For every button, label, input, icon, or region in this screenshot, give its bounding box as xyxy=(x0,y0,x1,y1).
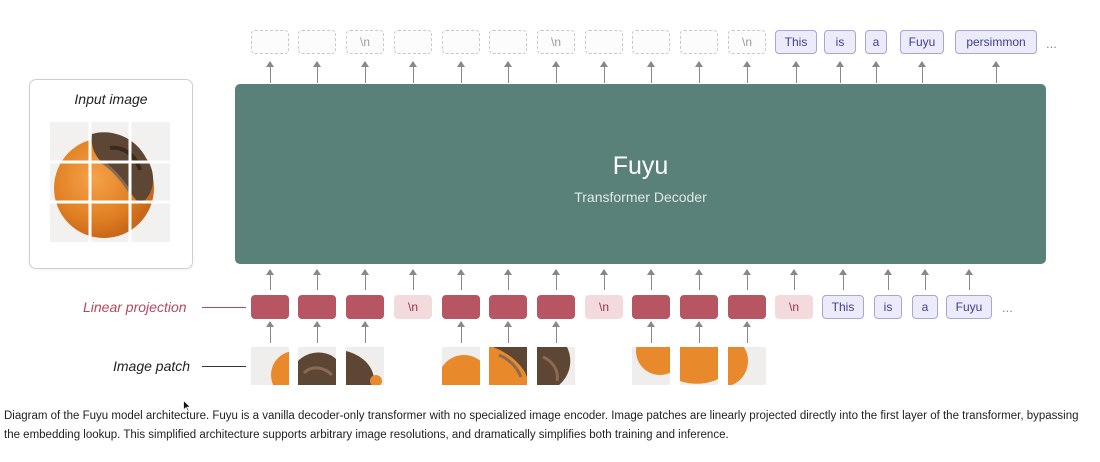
patch-arrow xyxy=(743,321,751,343)
output-newline-token: \n xyxy=(728,30,766,54)
image-patch-thumbnail xyxy=(632,327,684,385)
projected-patch-token xyxy=(298,295,336,319)
input-arrow xyxy=(921,269,929,290)
input-arrow xyxy=(600,269,608,290)
output-newline-token: \n xyxy=(537,30,575,54)
output-arrow xyxy=(918,61,926,83)
input-text-token: is xyxy=(874,295,902,319)
decoder-title: Fuyu xyxy=(612,152,669,180)
input-image-title: Input image xyxy=(74,91,148,107)
projected-patch-token xyxy=(442,295,480,319)
image-patch-thumbnail xyxy=(298,347,336,385)
input-arrow xyxy=(361,269,369,290)
mouse-cursor-icon xyxy=(183,400,191,412)
projected-patch-token xyxy=(251,295,289,319)
input-arrow xyxy=(839,269,847,290)
output-arrow xyxy=(992,61,1000,83)
input-text-token: Fuyu xyxy=(946,295,992,319)
projection-newline-token: \n xyxy=(585,295,623,319)
output-text-token: a xyxy=(865,30,887,54)
image-patch-thumbnail xyxy=(489,347,527,385)
output-arrow xyxy=(872,61,880,83)
persimmon-image-grid xyxy=(50,122,170,242)
output-arrow xyxy=(836,61,844,83)
output-arrow xyxy=(743,61,751,83)
output-arrow xyxy=(504,61,512,83)
image-patch-thumbnail xyxy=(537,347,575,385)
output-arrow xyxy=(600,61,608,83)
input-image-card: Input image xyxy=(29,79,193,269)
output-arrow xyxy=(647,61,655,83)
input-arrow xyxy=(647,269,655,290)
input-arrow xyxy=(457,269,465,290)
image-patch-thumbnail xyxy=(696,335,766,387)
output-ellipsis: ... xyxy=(1046,36,1057,51)
output-arrow xyxy=(552,61,560,83)
output-arrow xyxy=(313,61,321,83)
image-patch-label: Image patch xyxy=(113,358,191,374)
transformer-decoder-block: Fuyu Transformer Decoder xyxy=(235,84,1046,264)
input-arrow xyxy=(504,269,512,290)
patch-arrow xyxy=(266,321,274,343)
output-text-token: This xyxy=(775,30,817,54)
projected-patch-token xyxy=(728,295,766,319)
output-placeholder-token xyxy=(585,30,623,54)
output-placeholder-token xyxy=(632,30,670,54)
patch-arrow xyxy=(457,321,465,343)
projected-patch-token xyxy=(680,295,718,319)
linear-projection-label: Linear projection xyxy=(83,299,187,315)
image-patch-thumbnail xyxy=(346,347,384,387)
input-arrow xyxy=(743,269,751,290)
output-newline-token: \n xyxy=(346,30,384,54)
output-placeholder-token xyxy=(298,30,336,54)
output-text-token: is xyxy=(824,30,856,54)
patch-arrow xyxy=(361,321,369,343)
output-placeholder-token xyxy=(489,30,527,54)
patch-arrow xyxy=(504,321,512,343)
projected-patch-token xyxy=(632,295,670,319)
output-text-token: persimmon xyxy=(955,30,1037,54)
output-placeholder-token xyxy=(680,30,718,54)
output-text-token: Fuyu xyxy=(900,30,944,54)
input-arrow xyxy=(266,269,274,290)
input-arrow xyxy=(884,269,892,290)
input-arrow xyxy=(695,269,703,290)
figure-caption: Diagram of the Fuyu model architecture. … xyxy=(4,410,1079,441)
decoder-subtitle: Transformer Decoder xyxy=(574,189,707,205)
patch-arrow xyxy=(313,321,321,343)
output-arrow xyxy=(457,61,465,83)
input-arrow xyxy=(409,269,417,290)
projected-patch-token xyxy=(489,295,527,319)
image-patch-thumbnail xyxy=(438,347,490,407)
patch-arrow xyxy=(552,321,560,343)
projected-patch-token xyxy=(537,295,575,319)
projected-patch-token xyxy=(346,295,384,319)
image-patch-thumbnail xyxy=(680,347,718,385)
output-placeholder-token xyxy=(251,30,289,54)
patch-arrow xyxy=(695,321,703,343)
projection-newline-token: \n xyxy=(394,295,432,319)
output-arrow xyxy=(361,61,369,83)
linear-projection-leader-line xyxy=(202,307,246,308)
image-patch-thumbnail xyxy=(251,347,319,399)
input-text-token: This xyxy=(822,295,864,319)
input-ellipsis: ... xyxy=(1002,300,1013,315)
input-arrow xyxy=(790,269,798,290)
output-placeholder-token xyxy=(394,30,432,54)
input-arrow xyxy=(552,269,560,290)
input-arrow xyxy=(965,269,973,290)
output-arrow xyxy=(695,61,703,83)
input-arrow xyxy=(313,269,321,290)
image-patch-leader-line xyxy=(202,366,246,367)
output-arrow xyxy=(409,61,417,83)
patch-arrow xyxy=(647,321,655,343)
output-arrow xyxy=(266,61,274,83)
output-arrow xyxy=(792,61,800,83)
output-placeholder-token xyxy=(442,30,480,54)
input-text-token: a xyxy=(912,295,938,319)
projection-newline-token: \n xyxy=(775,295,813,319)
